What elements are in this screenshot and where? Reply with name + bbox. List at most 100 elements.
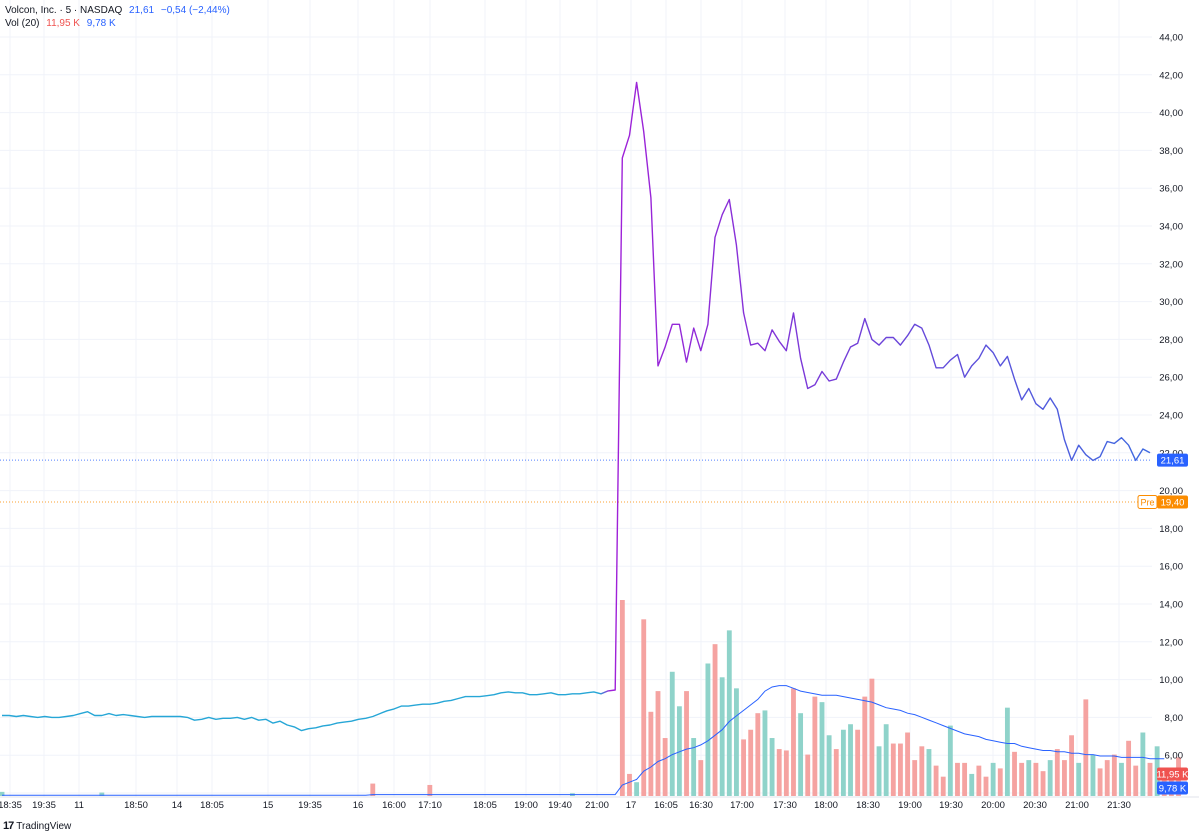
time-axis-label: 19:35: [32, 800, 56, 811]
volume-bar: [748, 729, 754, 796]
time-axis-label: 18:30: [856, 800, 880, 811]
time-axis-label: 21:00: [585, 800, 609, 811]
price-line: [2, 81, 1151, 732]
volume-bar: [791, 688, 796, 796]
volume-bar: [869, 678, 875, 796]
volume-bar: [691, 738, 697, 796]
volume-ma-badge: 9,78 K: [1159, 784, 1187, 795]
volume-bar: [997, 768, 1003, 796]
premarket-tag: Pre: [1140, 497, 1154, 507]
volume-bar: [1140, 732, 1146, 796]
tradingview-logo-text: TradingView: [16, 820, 72, 832]
volume-bar: [1062, 760, 1067, 796]
volume-bar: [648, 711, 654, 796]
symbol-title[interactable]: Volcon, Inc. · 5 · NASDAQ: [5, 5, 123, 16]
time-axis-label: 19:30: [939, 800, 963, 811]
tradingview-logo[interactable]: 17 TradingView: [3, 820, 71, 832]
price-axis-label: 18,00: [1159, 524, 1183, 535]
volume-bar: [876, 746, 882, 796]
volume-badge: 11,95 K: [1156, 770, 1189, 781]
price-axis-label: 40,00: [1159, 108, 1183, 119]
volume-bar: [1076, 762, 1082, 796]
symbol-legend[interactable]: Volcon, Inc. · 5 · NASDAQ 21,61 −0,54 (−…: [5, 5, 234, 16]
volume-bar: [826, 735, 832, 796]
volume-bar: [990, 762, 996, 796]
volume-bar: [862, 696, 868, 796]
volume-bar: [712, 644, 718, 796]
volume-bar: [976, 765, 982, 796]
volume-bar: [783, 750, 789, 796]
volume-bar: [1040, 771, 1046, 796]
volume-bar: [855, 729, 861, 796]
volume-bar: [370, 783, 376, 796]
volume-bar: [755, 713, 761, 796]
time-axis-label: 18:00: [814, 800, 838, 811]
volume-bar: [1126, 740, 1132, 796]
volume-bar: [905, 732, 910, 796]
price-axis-label: 6,00: [1165, 751, 1184, 762]
time-axis-label: 11: [74, 800, 84, 811]
volume-bar: [955, 762, 960, 796]
time-axis-label: 20:30: [1023, 800, 1047, 811]
time-axis-label: 15: [263, 800, 274, 811]
volume-bar: [969, 773, 975, 796]
volume-bar: [769, 738, 775, 796]
time-axis-label: 19:00: [514, 800, 538, 811]
time-axis-label: 17:30: [773, 800, 797, 811]
volume-legend[interactable]: Vol (20) 11,95 K 9,78 K: [5, 18, 120, 29]
volume-value: 11,95 K: [46, 18, 80, 29]
volume-ma-path: [2, 685, 1165, 796]
last-price-badge: 21,61: [1161, 456, 1185, 467]
price-line-path: [2, 81, 1151, 732]
volume-bar: [1069, 735, 1074, 796]
time-axis-label: 14: [172, 800, 183, 811]
volume-bar: [684, 691, 689, 796]
price-axis-label: 38,00: [1159, 146, 1183, 157]
price-axis-label: 32,00: [1159, 259, 1183, 270]
time-axis-label: 17: [626, 800, 637, 811]
volume-bar: [912, 760, 918, 796]
time-axis-label: 16:05: [654, 800, 678, 811]
price-axis[interactable]: 44,00 42,00 40,00 38,00 36,00 34,00 32,00 30,00…: [1159, 33, 1183, 762]
volume-ma-value: 9,78 K: [86, 18, 116, 29]
volume-bar: [741, 739, 746, 796]
price-axis-label: 26,00: [1159, 373, 1183, 384]
volume-bar: [819, 702, 825, 796]
premarket-price-badge: 19,40: [1161, 497, 1185, 508]
volume-bar: [1033, 762, 1039, 796]
volume-bar: [833, 749, 839, 796]
price-change-value: −0,54 (−2,44%): [160, 5, 230, 16]
volume-bar: [1133, 765, 1139, 796]
time-axis-label: 17:10: [418, 800, 442, 811]
last-price-value: 21,61: [129, 5, 155, 16]
time-axis-label: 16: [353, 800, 364, 811]
volume-bar: [840, 729, 846, 796]
price-axis-label: 14,00: [1159, 600, 1183, 611]
time-axis-label: 20:00: [981, 800, 1005, 811]
time-axis-label: 19:00: [898, 800, 922, 811]
premarket-price-badge-bg: [1157, 495, 1188, 509]
grid: [0, 0, 1199, 798]
volume-bar: [705, 663, 711, 796]
volume-bar: [805, 754, 811, 796]
price-axis-label: 28,00: [1159, 335, 1183, 346]
price-axis-label: 20,00: [1159, 486, 1183, 497]
time-axis-label: 21:00: [1065, 800, 1089, 811]
volume-bar: [619, 600, 625, 796]
volume-bar: [848, 724, 853, 796]
volume-indicator-label[interactable]: Vol (20): [5, 18, 40, 29]
volume-bar: [983, 776, 989, 796]
volume-bar: [762, 710, 768, 796]
volume-bar: [0, 791, 5, 796]
volume-bar: [99, 792, 105, 796]
volume-bar: [634, 782, 640, 796]
price-axis-label: 16,00: [1159, 562, 1183, 573]
volume-bar: [662, 738, 668, 796]
price-axis-label: 12,00: [1159, 637, 1183, 648]
time-axis-label: 17:00: [730, 800, 754, 811]
time-axis-label: 18:35: [0, 800, 22, 811]
time-axis[interactable]: 18:35 19:35 11 18:50 14 18:05 15 19:35 16 16:00 17…: [0, 800, 1131, 811]
volume-badge-bg: [1157, 767, 1188, 781]
